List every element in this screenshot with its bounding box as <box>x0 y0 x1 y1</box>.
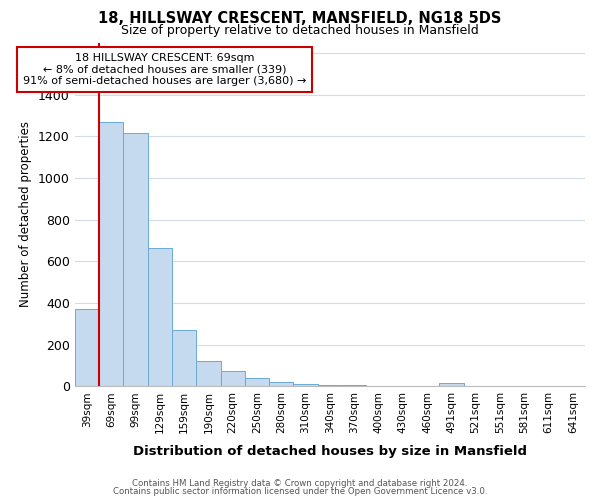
X-axis label: Distribution of detached houses by size in Mansfield: Distribution of detached houses by size … <box>133 444 527 458</box>
Text: Contains HM Land Registry data © Crown copyright and database right 2024.: Contains HM Land Registry data © Crown c… <box>132 479 468 488</box>
Bar <box>148 248 172 386</box>
Bar <box>124 133 148 386</box>
Text: 18 HILLSWAY CRESCENT: 69sqm
← 8% of detached houses are smaller (339)
91% of sem: 18 HILLSWAY CRESCENT: 69sqm ← 8% of deta… <box>23 53 307 86</box>
Text: 18, HILLSWAY CRESCENT, MANSFIELD, NG18 5DS: 18, HILLSWAY CRESCENT, MANSFIELD, NG18 5… <box>98 11 502 26</box>
Text: Contains public sector information licensed under the Open Government Licence v3: Contains public sector information licen… <box>113 487 487 496</box>
Bar <box>245 378 269 386</box>
Bar <box>221 371 245 386</box>
Bar <box>172 330 196 386</box>
Y-axis label: Number of detached properties: Number of detached properties <box>19 122 32 308</box>
Bar <box>99 122 124 386</box>
Text: Size of property relative to detached houses in Mansfield: Size of property relative to detached ho… <box>121 24 479 37</box>
Bar <box>439 382 464 386</box>
Bar <box>75 310 99 386</box>
Bar <box>318 384 342 386</box>
Bar <box>196 362 221 386</box>
Bar <box>269 382 293 386</box>
Bar <box>293 384 318 386</box>
